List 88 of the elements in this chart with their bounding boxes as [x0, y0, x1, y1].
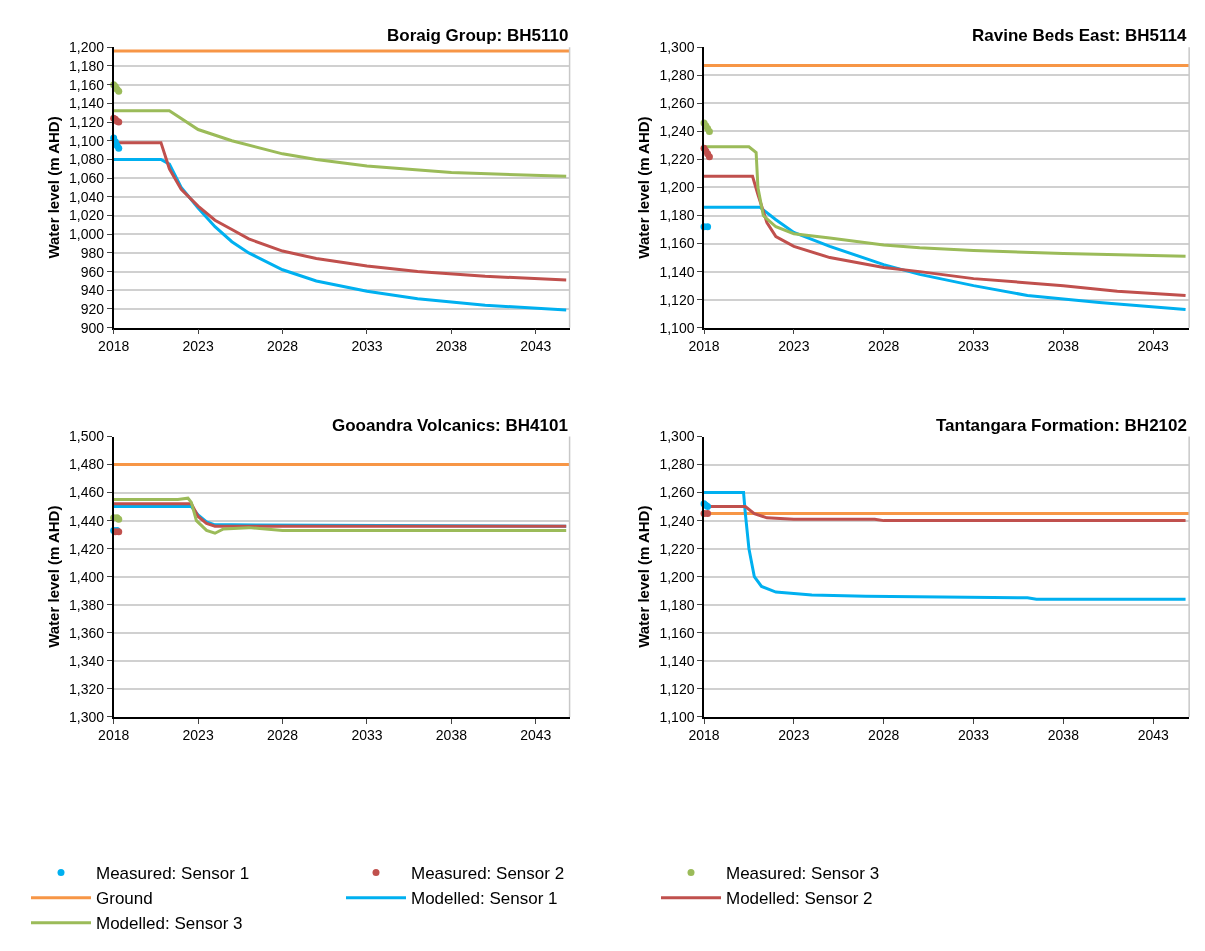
chart-title: Boraig Group: BH5110 — [387, 26, 569, 45]
x-tick-label: 2033 — [957, 338, 990, 355]
y-tick-label: 1,040 — [69, 188, 105, 205]
y-tick-label: 1,160 — [659, 624, 695, 641]
x-tick-label: 2023 — [182, 338, 214, 355]
y-tick-label: 1,140 — [659, 652, 695, 669]
y-tick-label: 1,300 — [659, 39, 695, 56]
x-tick-label: 2018 — [98, 727, 130, 744]
y-tick-label: 1,280 — [659, 67, 695, 84]
y-tick-label: 1,200 — [659, 568, 695, 585]
y-tick-label: 1,180 — [69, 57, 105, 74]
legend-label: Measured: Sensor 3 — [726, 864, 880, 884]
x-tick-label: 2043 — [1137, 338, 1169, 355]
y-tick-label: 1,260 — [659, 484, 695, 501]
y-tick-label: 1,380 — [69, 596, 105, 613]
y-tick-label: 1,160 — [69, 76, 105, 93]
y-tick-label: 1,300 — [659, 428, 695, 445]
y-tick-label: 1,120 — [69, 113, 105, 130]
chart-title: Ravine Beds East: BH5114 — [972, 26, 1188, 45]
y-tick-label: 1,220 — [659, 151, 695, 168]
y-axis-title: Water level (m AHD) — [635, 505, 653, 648]
y-tick-label: 1,420 — [69, 540, 105, 557]
x-tick-label: 2018 — [98, 338, 130, 355]
x-tick-label: 2033 — [351, 727, 383, 744]
y-tick-label: 1,180 — [659, 596, 695, 613]
y-tick-label: 1,100 — [659, 319, 695, 336]
x-tick-label: 2028 — [266, 727, 299, 744]
legend-label: Modelled: Sensor 2 — [726, 889, 873, 909]
y-tick-label: 1,340 — [69, 652, 105, 669]
y-tick-label: 1,480 — [69, 456, 105, 473]
x-tick-label: 2028 — [868, 338, 900, 355]
y-axis-title: Water level (m AHD) — [44, 116, 62, 259]
legend-label: Measured: Sensor 1 — [96, 864, 250, 884]
y-tick-label: 1,020 — [69, 207, 105, 224]
x-tick-label: 2023 — [778, 338, 810, 355]
y-tick-label: 1,120 — [659, 291, 695, 308]
x-tick-label: 2043 — [520, 727, 552, 744]
x-tick-label: 2023 — [778, 727, 810, 744]
y-tick-label: 920 — [80, 300, 105, 317]
y-tick-label: 1,280 — [659, 456, 695, 473]
y-tick-label: 1,200 — [659, 179, 695, 196]
y-tick-label: 940 — [80, 282, 105, 299]
x-tick-label: 2033 — [957, 727, 990, 744]
y-tick-label: 1,200 — [69, 39, 105, 56]
x-tick-label: 2023 — [182, 727, 214, 744]
y-tick-label: 1,320 — [69, 680, 105, 697]
legend-label: Modelled: Sensor 1 — [411, 889, 558, 909]
y-tick-label: 960 — [80, 263, 105, 280]
y-tick-label: 1,300 — [69, 708, 105, 725]
x-tick-label: 2043 — [1137, 727, 1169, 744]
chart-title: Tantangara Formation: BH2102 — [936, 416, 1187, 435]
x-tick-label: 2038 — [435, 727, 468, 744]
y-tick-label: 1,500 — [69, 428, 105, 445]
x-tick-label: 2043 — [520, 338, 552, 355]
x-tick-label: 2028 — [868, 727, 900, 744]
y-tick-label: 1,440 — [69, 512, 105, 529]
x-tick-label: 2038 — [1047, 338, 1080, 355]
y-tick-label: 1,120 — [659, 680, 695, 697]
y-axis-title: Water level (m AHD) — [635, 116, 653, 259]
y-tick-label: 1,100 — [659, 708, 695, 725]
x-tick-label: 2018 — [688, 727, 720, 744]
y-tick-label: 1,000 — [69, 226, 105, 243]
x-tick-label: 2028 — [266, 338, 299, 355]
legend-label: Ground — [96, 889, 153, 909]
y-tick-label: 1,400 — [69, 568, 105, 585]
y-tick-label: 1,140 — [659, 263, 695, 280]
y-tick-label: 900 — [80, 319, 105, 336]
y-tick-label: 1,080 — [69, 151, 105, 168]
legend-label: Modelled: Sensor 3 — [96, 914, 243, 934]
y-tick-label: 1,240 — [659, 512, 695, 529]
x-tick-label: 2033 — [351, 338, 383, 355]
x-tick-label: 2018 — [688, 338, 720, 355]
x-tick-label: 2038 — [435, 338, 468, 355]
y-tick-label: 1,360 — [69, 624, 105, 641]
y-tick-label: 1,220 — [659, 540, 695, 557]
y-tick-label: 1,240 — [659, 123, 695, 140]
y-tick-label: 1,260 — [659, 95, 695, 112]
y-axis-title: Water level (m AHD) — [44, 505, 62, 648]
y-tick-label: 1,140 — [69, 95, 105, 112]
y-tick-label: 980 — [80, 244, 105, 261]
x-tick-label: 2038 — [1047, 727, 1080, 744]
chart-title: Gooandra Volcanics: BH4101 — [332, 416, 568, 435]
y-tick-label: 1,060 — [69, 170, 105, 187]
legend-label: Measured: Sensor 2 — [411, 864, 565, 884]
y-tick-label: 1,180 — [659, 207, 695, 224]
y-tick-label: 1,460 — [69, 484, 105, 501]
y-tick-label: 1,100 — [69, 132, 105, 149]
y-tick-label: 1,160 — [659, 235, 695, 252]
